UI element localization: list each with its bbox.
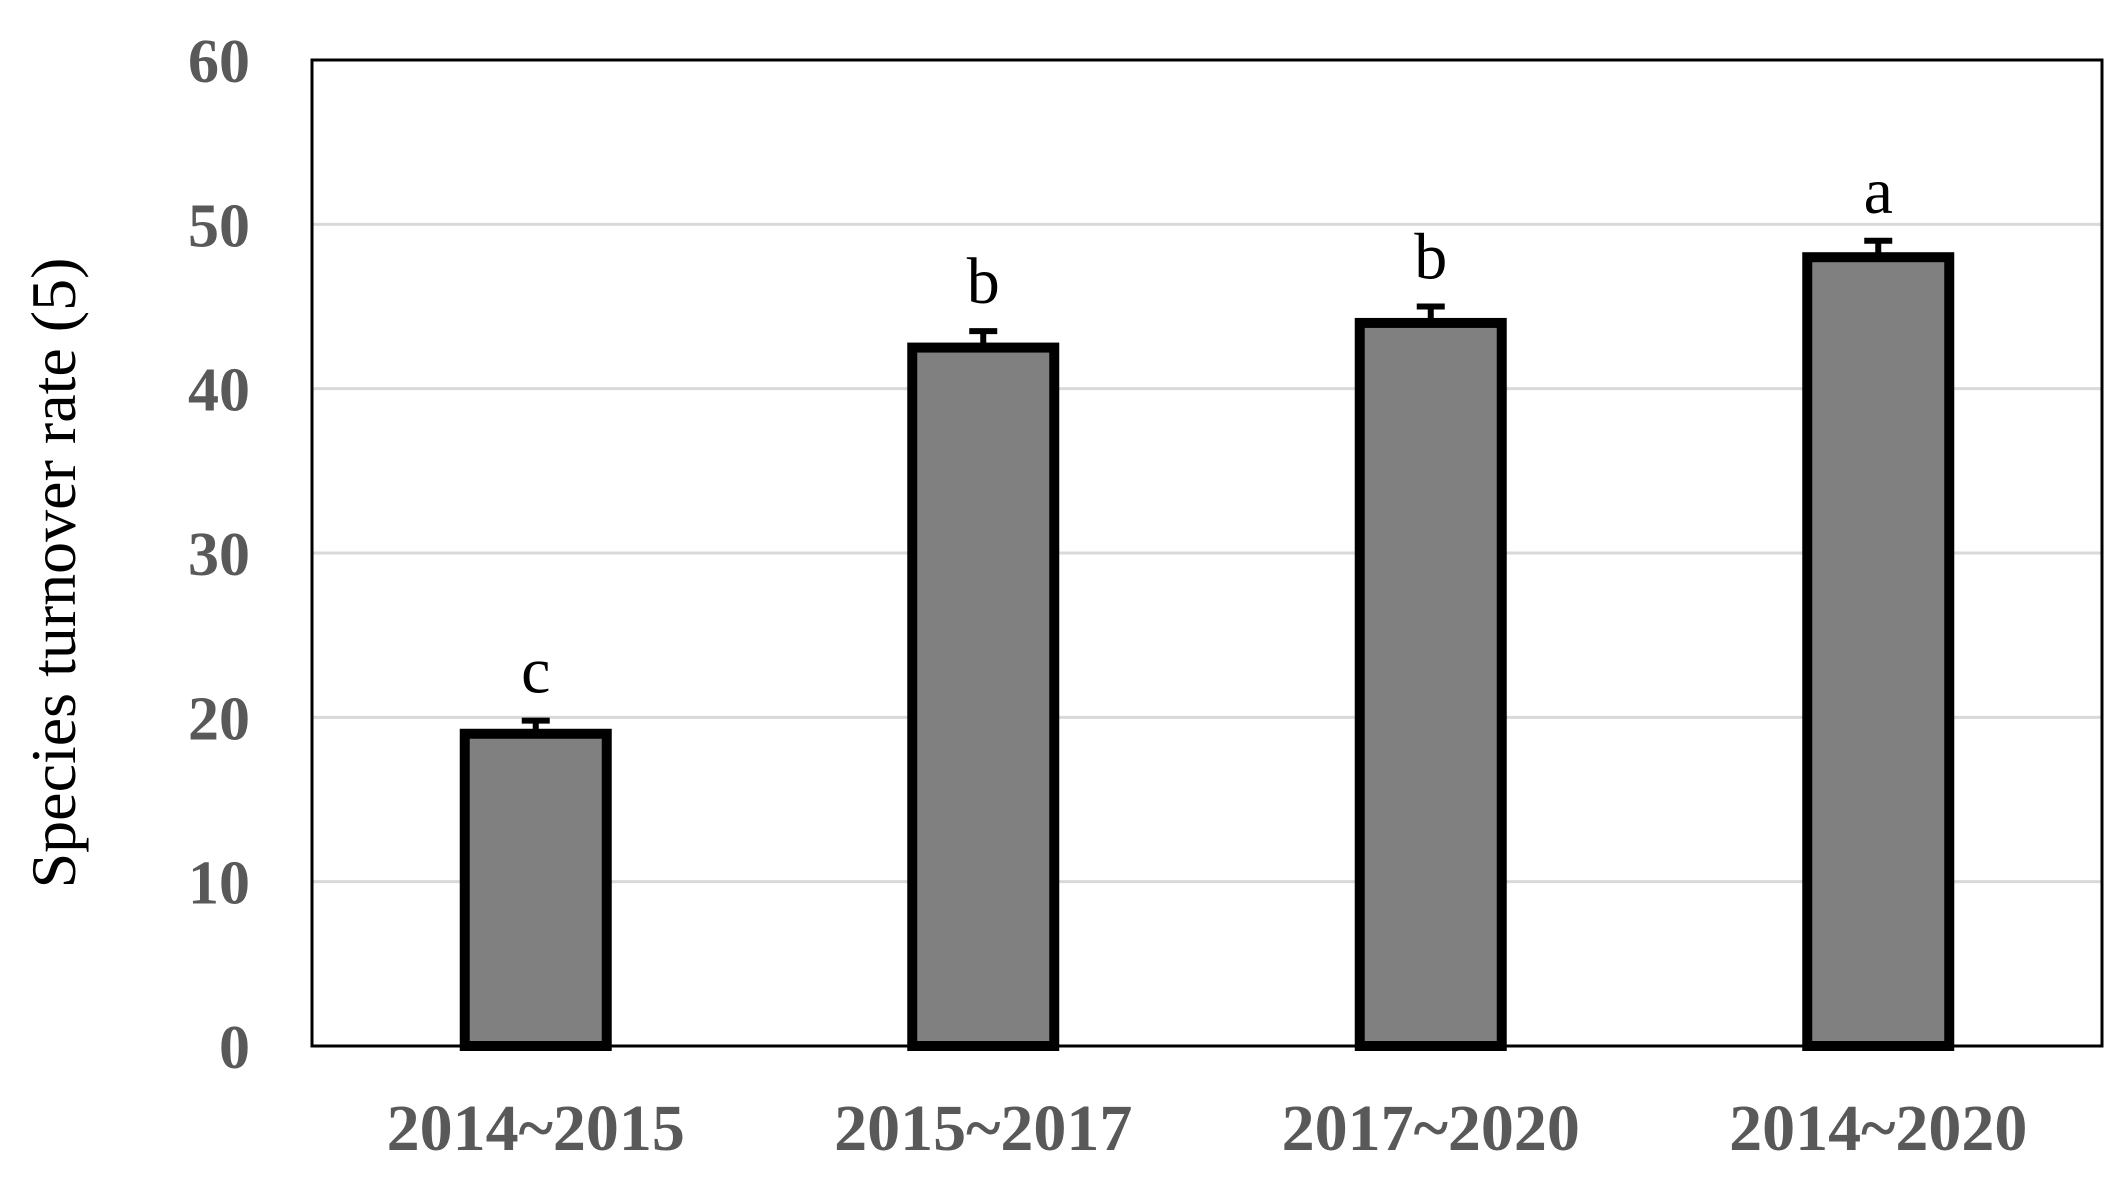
bars: c b b a [459,155,1955,1052]
y-tick-label: 40 [188,357,250,425]
bar [1802,252,1955,1051]
y-tick-label: 20 [188,685,250,753]
x-tick-label: 2014~2015 [387,1092,685,1165]
y-axis-ticks: 0 10 20 30 40 50 60 [188,28,250,1082]
error-bar [969,328,998,348]
error-bar [1864,237,1893,258]
y-tick-label: 0 [219,1014,250,1082]
y-tick-label: 50 [188,192,250,260]
significance-label: c [521,635,550,708]
bar [907,342,1060,1052]
x-tick-label: 2015~2017 [834,1092,1132,1165]
bar [459,728,612,1051]
y-tick-label: 10 [188,850,250,918]
error-bar [521,717,550,734]
plot-area-frame [310,58,2104,1048]
bar [1354,317,1507,1051]
significance-label: b [1414,221,1447,294]
y-tick-label: 60 [188,28,250,96]
y-tick-label: 30 [188,521,250,589]
x-axis-ticks: 2014~2015 2015~2017 2017~2020 2014~2020 [387,1092,2028,1165]
significance-label: b [967,245,1000,318]
error-bar [1416,303,1445,323]
y-axis-label: Species turnover rate (5) [18,258,89,889]
x-tick-label: 2017~2020 [1282,1092,1580,1165]
x-tick-label: 2014~2020 [1729,1092,2027,1165]
significance-label: a [1864,155,1893,228]
